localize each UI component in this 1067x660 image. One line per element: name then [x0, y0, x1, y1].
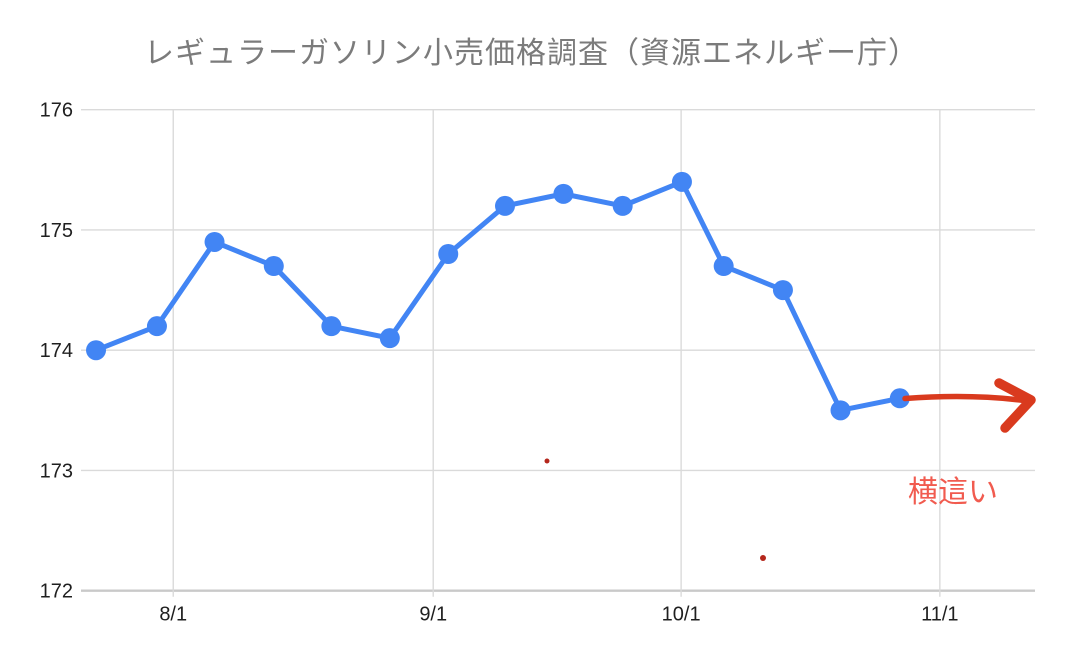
- data-point: [889, 388, 910, 409]
- y-tick-label: 175: [40, 220, 73, 242]
- y-tick-label: 172: [40, 581, 73, 603]
- data-point: [438, 244, 459, 264]
- data-point: [204, 231, 225, 252]
- stray-red-dot: [544, 458, 550, 464]
- y-tick-label: 176: [40, 100, 73, 122]
- data-point: [612, 195, 633, 216]
- x-tick-label: 10/1: [662, 604, 701, 626]
- y-tick-label: 174: [40, 340, 73, 362]
- trend-annotation-label: 横這い: [908, 476, 998, 509]
- y-tick-label: 173: [40, 460, 73, 482]
- data-point: [830, 400, 851, 421]
- data-point: [86, 340, 107, 361]
- x-tick-label: 8/1: [159, 604, 187, 626]
- data-point: [146, 316, 167, 337]
- data-point: [671, 171, 692, 192]
- data-point: [495, 195, 515, 216]
- data-point: [263, 256, 284, 277]
- data-point: [379, 328, 400, 349]
- trend-arrow-shaft: [902, 393, 1027, 404]
- data-point: [553, 183, 574, 204]
- data-point: [772, 280, 793, 301]
- x-tick-label: 11/1: [921, 604, 958, 626]
- stray-red-dot: [760, 555, 766, 561]
- data-point: [713, 256, 734, 277]
- trend-arrow-head: [994, 378, 1036, 433]
- x-tick-label: 9/1: [419, 604, 447, 626]
- chart-title: レギュラーガソリン小売価格調査（資源エネルギー庁）: [144, 37, 919, 70]
- data-point: [321, 316, 342, 337]
